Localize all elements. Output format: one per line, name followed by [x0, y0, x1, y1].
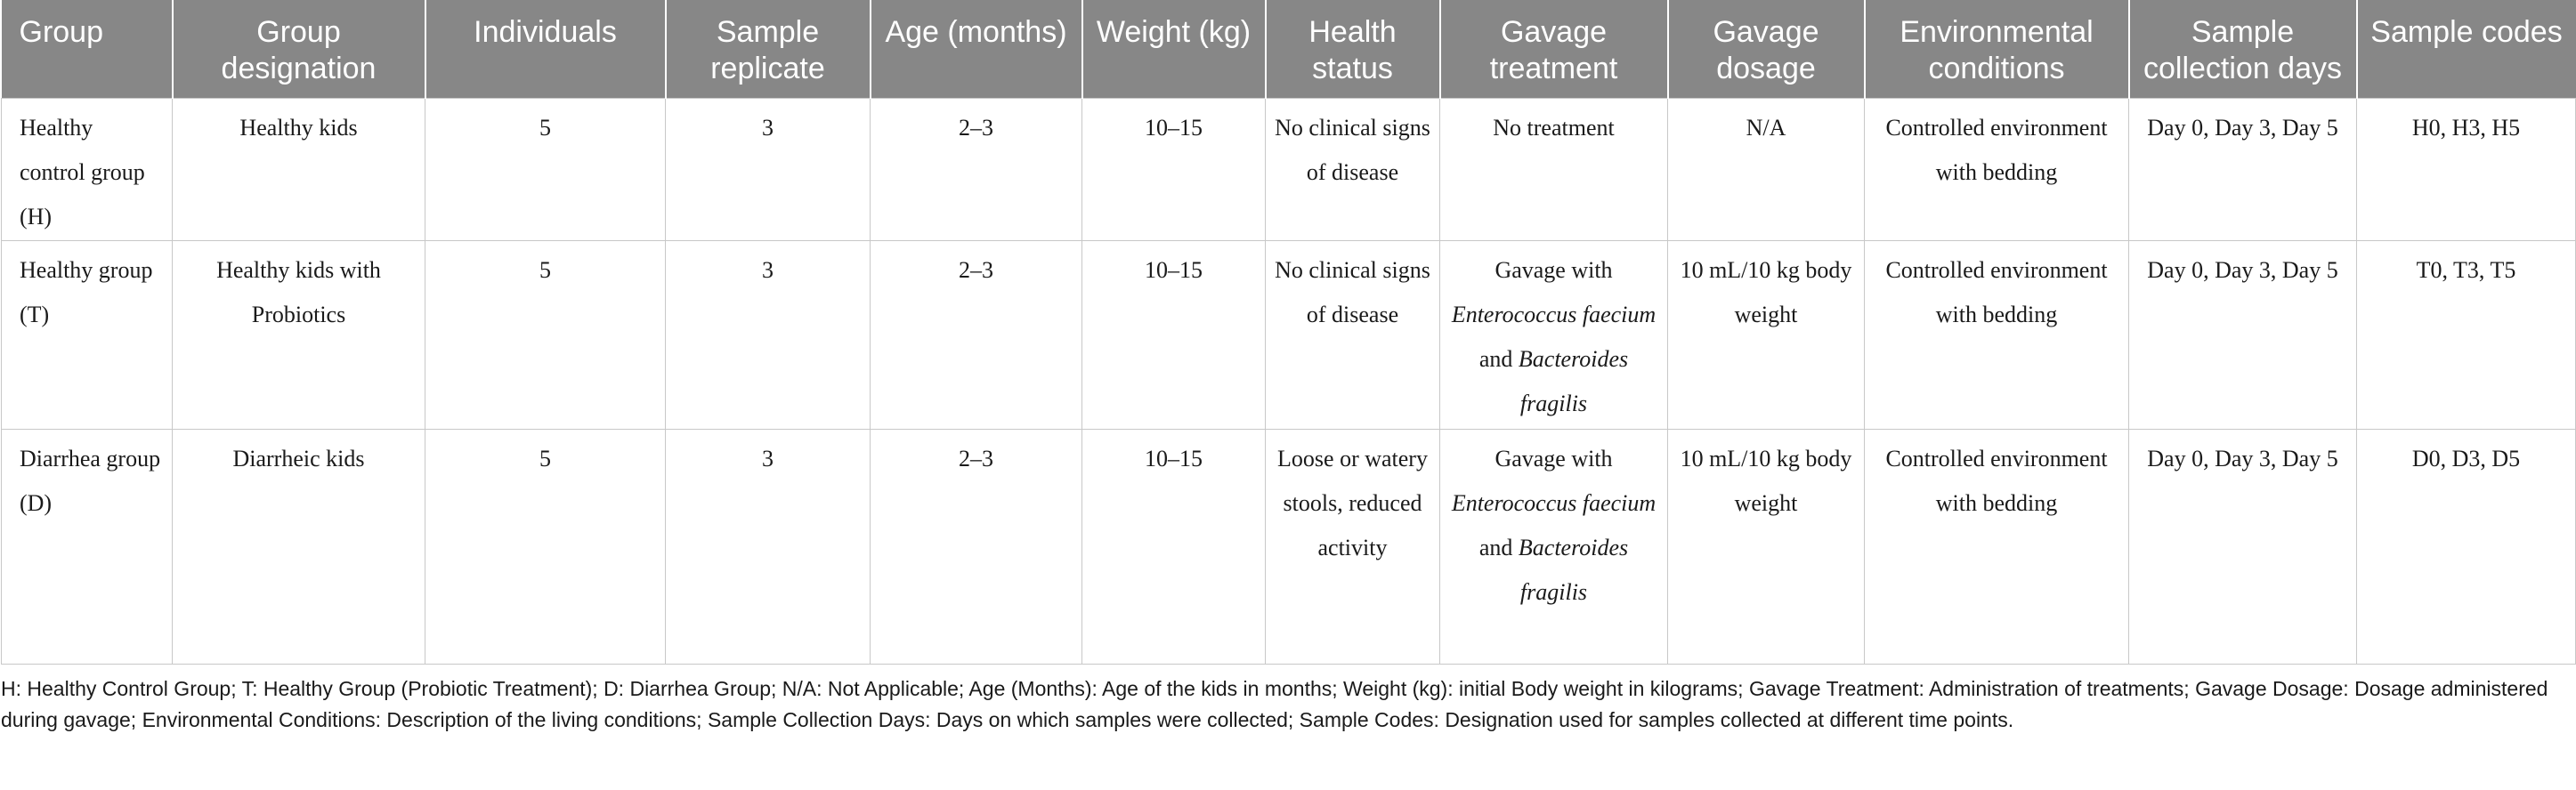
cell-group: Diarrhea group (D) [1, 429, 173, 665]
cell-designation: Healthy kids with Probiotics [172, 240, 425, 430]
cell-individuals: 5 [425, 98, 666, 241]
treatment-species-1: Enterococcus faecium [1451, 490, 1657, 516]
table-row: Healthy control group (H) Healthy kids 5… [1, 98, 2576, 241]
header-sample-codes: Sample codes [2355, 0, 2576, 99]
table-container: Group Group designation Individuals Samp… [1, 0, 2576, 731]
header-gavage-treatment: Gavage treatment [1438, 0, 1668, 99]
data-table: Group Group designation Individuals Samp… [1, 0, 2576, 665]
treatment-species-2: Bacteroides fragilis [1518, 535, 1629, 605]
cell-weight: 10–15 [1081, 240, 1266, 430]
cell-environment: Controlled environment with bedding [1864, 429, 2129, 665]
cell-replicate: 3 [665, 429, 871, 665]
treatment-prefix: Gavage with [1495, 257, 1613, 283]
header-group-designation: Group designation [171, 0, 425, 99]
cell-gavage-treatment: No treatment [1439, 98, 1668, 241]
cell-gavage-dosage: 10 mL/10 kg body weight [1667, 240, 1865, 430]
header-weight: Weight (kg) [1081, 0, 1266, 99]
header-row: Group Group designation Individuals Samp… [1, 0, 2576, 99]
cell-collection-days: Day 0, Day 3, Day 5 [2128, 429, 2357, 665]
cell-collection-days: Day 0, Day 3, Day 5 [2128, 98, 2357, 241]
header-health-status: Health status [1264, 0, 1440, 99]
table-row: Diarrhea group (D) Diarrheic kids 5 3 2–… [1, 429, 2576, 665]
cell-individuals: 5 [425, 240, 666, 430]
cell-gavage-dosage: 10 mL/10 kg body weight [1667, 429, 1865, 665]
table-footnote: H: Healthy Control Group; T: Healthy Gro… [1, 677, 2548, 731]
cell-environment: Controlled environment with bedding [1864, 98, 2129, 241]
treatment-species-2: Bacteroides fragilis [1518, 346, 1629, 416]
treatment-and: and [1478, 346, 1513, 372]
header-individuals: Individuals [424, 0, 666, 99]
cell-group: Healthy control group (H) [1, 98, 173, 241]
treatment-and: and [1478, 535, 1513, 560]
cell-health-status: No clinical signs of disease [1265, 98, 1440, 241]
cell-collection-days: Day 0, Day 3, Day 5 [2128, 240, 2357, 430]
cell-sample-codes: D0, D3, D5 [2356, 429, 2576, 665]
cell-age: 2–3 [870, 429, 1082, 665]
header-group: Group [1, 0, 173, 99]
table-row: Healthy group (T) Healthy kids with Prob… [1, 240, 2576, 430]
cell-designation: Diarrheic kids [172, 429, 425, 665]
cell-age: 2–3 [870, 98, 1082, 241]
cell-health-status: No clinical signs of disease [1265, 240, 1440, 430]
cell-sample-codes: H0, H3, H5 [2356, 98, 2576, 241]
header-gavage-dosage: Gavage dosage [1666, 0, 1865, 99]
cell-designation: Healthy kids [172, 98, 425, 241]
header-environmental-conditions: Environmental conditions [1863, 0, 2129, 99]
cell-environment: Controlled environment with bedding [1864, 240, 2129, 430]
header-age: Age (months) [869, 0, 1082, 99]
cell-health-status: Loose or watery stools, reduced activity [1265, 429, 1440, 665]
cell-replicate: 3 [665, 240, 871, 430]
cell-replicate: 3 [665, 98, 871, 241]
header-sample-replicate: Sample replicate [664, 0, 871, 99]
cell-group: Healthy group (T) [1, 240, 173, 430]
cell-gavage-treatment: Gavage with Enterococcus faecium and Bac… [1439, 429, 1668, 665]
treatment-species-1: Enterococcus faecium [1451, 302, 1657, 327]
header-sample-collection-days: Sample collection days [2127, 0, 2357, 99]
cell-age: 2–3 [870, 240, 1082, 430]
treatment-prefix: Gavage with [1495, 446, 1613, 472]
cell-gavage-treatment: Gavage with Enterococcus faecium and Bac… [1439, 240, 1668, 430]
cell-individuals: 5 [425, 429, 666, 665]
cell-sample-codes: T0, T3, T5 [2356, 240, 2576, 430]
cell-gavage-dosage: N/A [1667, 98, 1865, 241]
cell-weight: 10–15 [1081, 429, 1266, 665]
cell-weight: 10–15 [1081, 98, 1266, 241]
